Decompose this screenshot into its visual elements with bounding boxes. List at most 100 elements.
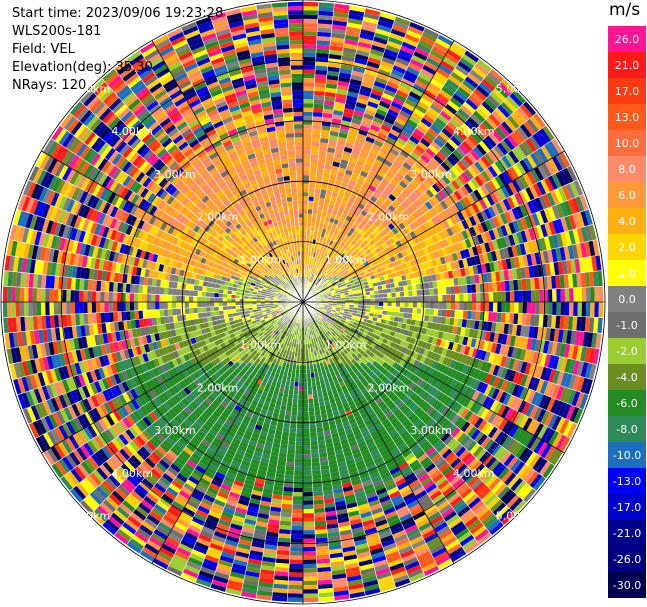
velocity-gate	[313, 265, 317, 271]
velocity-gate	[324, 287, 330, 291]
velocity-gate	[431, 170, 442, 181]
velocity-gate	[356, 97, 369, 105]
velocity-gate	[422, 179, 432, 189]
velocity-gate	[383, 174, 393, 183]
velocity-gate	[405, 261, 412, 269]
velocity-gate	[320, 129, 331, 135]
velocity-gate	[440, 60, 455, 72]
velocity-gate	[516, 106, 530, 122]
velocity-gate	[327, 62, 341, 69]
velocity-gate	[313, 274, 317, 280]
velocity-gate	[298, 377, 303, 383]
velocity-gate	[388, 193, 397, 202]
velocity-gate	[444, 103, 458, 115]
velocity-gate	[346, 22, 362, 30]
velocity-gate	[325, 247, 330, 254]
velocity-gate	[564, 288, 570, 302]
velocity-gate	[322, 292, 328, 296]
velocity-gate	[303, 251, 306, 256]
velocity-gate	[552, 302, 557, 316]
velocity-gate	[318, 268, 323, 273]
velocity-gate	[439, 200, 449, 210]
velocity-gate	[303, 61, 316, 66]
velocity-gate	[376, 217, 384, 225]
velocity-gate	[370, 298, 375, 302]
velocity-gate	[313, 499, 325, 505]
velocity-gate	[303, 462, 312, 467]
velocity-gate	[489, 91, 504, 105]
velocity-gate	[342, 267, 348, 273]
velocity-gate	[450, 302, 456, 310]
velocity-gate	[308, 415, 316, 421]
velocity-gate	[400, 250, 408, 258]
velocity-gate	[414, 79, 428, 90]
velocity-gate	[346, 259, 353, 265]
velocity-gate	[406, 66, 421, 76]
velocity-gate	[293, 386, 299, 391]
velocity-gate	[507, 115, 520, 130]
velocity-gate	[322, 265, 327, 271]
velocity-gate	[287, 584, 303, 590]
velocity-gate	[320, 259, 325, 265]
velocity-gate	[287, 444, 296, 450]
velocity-gate	[333, 153, 343, 160]
velocity-gate	[303, 390, 308, 396]
velocity-gate	[343, 262, 350, 268]
velocity-gate	[338, 189, 346, 196]
velocity-gate	[303, 90, 315, 96]
velocity-gate	[303, 225, 307, 231]
velocity-gate	[437, 113, 450, 125]
velocity-gate	[492, 216, 501, 228]
velocity-gate	[309, 166, 318, 172]
velocity-gate	[314, 406, 321, 412]
velocity-gate	[314, 74, 327, 80]
velocity-gate	[340, 159, 349, 166]
velocity-gate	[389, 178, 399, 187]
velocity-gate	[334, 264, 339, 270]
velocity-gate	[408, 214, 416, 223]
velocity-gate	[504, 152, 516, 167]
velocity-gate	[475, 107, 489, 120]
velocity-gate	[530, 289, 536, 302]
velocity-gate	[454, 64, 470, 77]
velocity-gate	[288, 580, 303, 586]
velocity-gate	[505, 168, 516, 182]
velocity-gate	[482, 137, 494, 151]
velocity-gate	[404, 142, 415, 152]
velocity-gate	[436, 67, 451, 79]
velocity-gate	[497, 187, 507, 201]
velocity-gate	[390, 101, 403, 110]
velocity-gate	[360, 121, 372, 129]
velocity-gate	[500, 185, 511, 199]
velocity-gate	[476, 233, 484, 245]
velocity-gate	[355, 101, 368, 109]
velocity-gate	[513, 109, 527, 124]
velocity-gate	[362, 302, 367, 306]
velocity-gate	[432, 205, 442, 215]
velocity-gate	[429, 295, 435, 302]
velocity-gate	[392, 160, 403, 169]
velocity-gate	[354, 53, 369, 62]
velocity-gate	[419, 194, 428, 204]
velocity-gate	[456, 187, 467, 199]
velocity-gate	[402, 74, 417, 84]
velocity-gate	[418, 121, 430, 131]
velocity-gate	[321, 282, 327, 287]
velocity-gate	[312, 291, 317, 295]
velocity-gate	[322, 283, 327, 288]
velocity-gate	[501, 302, 506, 313]
velocity-gate	[303, 449, 311, 455]
velocity-gate	[349, 269, 355, 275]
velocity-gate	[345, 99, 357, 106]
velocity-gate	[539, 289, 544, 302]
velocity-gate	[476, 292, 481, 302]
velocity-gate	[391, 124, 403, 134]
velocity-gate	[316, 48, 330, 54]
velocity-gate	[323, 220, 330, 226]
ray-separator	[302, 67, 494, 303]
velocity-gate	[330, 37, 345, 44]
velocity-gate	[315, 61, 329, 67]
velocity-gate	[364, 177, 373, 185]
velocity-gate	[372, 192, 381, 200]
velocity-gate	[415, 313, 421, 321]
